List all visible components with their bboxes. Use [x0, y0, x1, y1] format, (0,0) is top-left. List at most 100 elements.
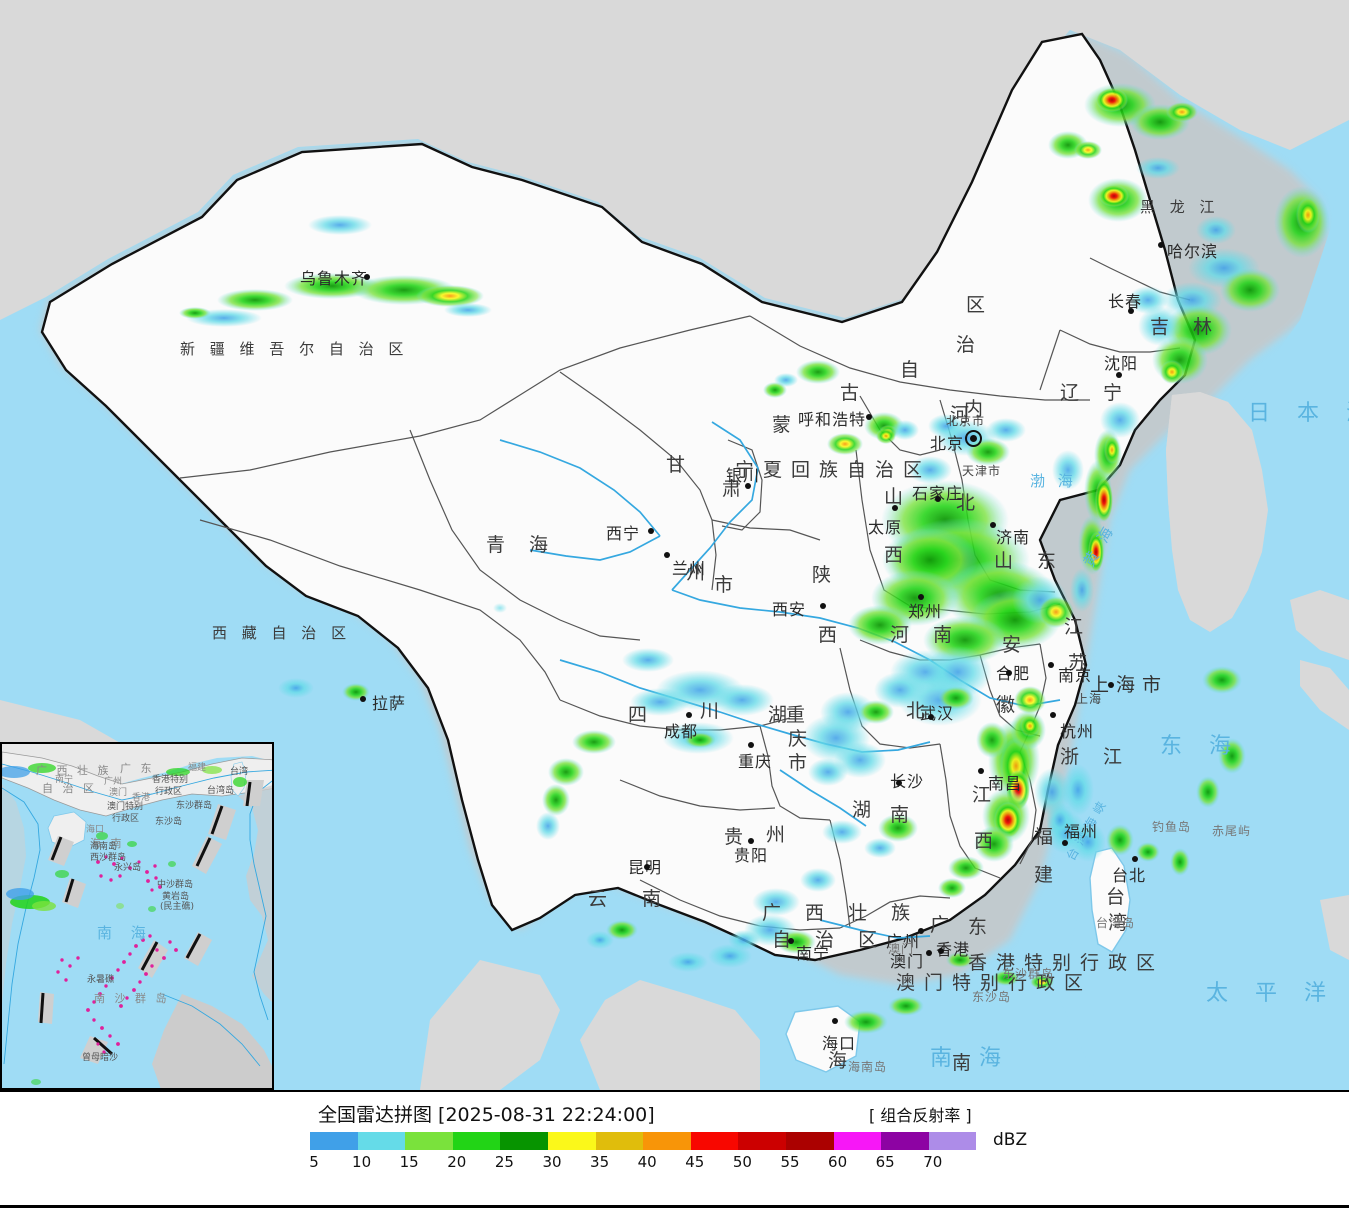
- city-label: 长春: [1108, 292, 1143, 311]
- city-dot-icon: [1062, 840, 1068, 846]
- city-dot-icon: [1108, 682, 1114, 688]
- city-label: 重庆: [738, 752, 773, 771]
- province-label: 肃: [722, 478, 751, 500]
- province-label: 西: [884, 544, 913, 566]
- inset-label: 东沙群岛: [176, 801, 213, 811]
- city-label: 西安: [772, 600, 807, 619]
- city-label: 哈尔滨: [1167, 242, 1219, 261]
- city-label: 天津市: [962, 464, 1002, 478]
- province-label: 海: [828, 1050, 857, 1072]
- city-dot-icon: [896, 780, 902, 786]
- city-dot-icon: [748, 838, 754, 844]
- radar-map-canvas[interactable]: 日 本 海东 海太 平 洋南 海黄 海渤 海台 湾 海 峡 新 疆 维 吾 尔 …: [0, 0, 1349, 1090]
- city-dot-icon: [686, 712, 692, 718]
- inset-label: 东沙岛: [155, 817, 183, 827]
- colorbar-tick: 50: [732, 1153, 752, 1171]
- province-label: 河 南: [890, 624, 962, 646]
- colorbar-swatch[interactable]: [785, 1132, 834, 1150]
- province-label: 湖: [768, 704, 797, 726]
- city-label: 乌鲁木齐: [300, 269, 369, 288]
- city-label: 沈阳: [1104, 354, 1139, 373]
- city-dot-icon: [360, 696, 366, 702]
- city-label: 济南: [996, 528, 1031, 547]
- province-label: 广: [930, 914, 959, 936]
- province-label: 陕: [812, 564, 841, 586]
- colorbar-swatch[interactable]: [595, 1132, 644, 1150]
- city-label: 郑州: [908, 602, 943, 621]
- city-dot-icon: [1132, 856, 1138, 862]
- inset-label: 香港特别: [152, 775, 189, 785]
- city-dot-icon: [990, 522, 996, 528]
- city-label: 南宁: [796, 944, 831, 963]
- inset-label: 西沙群岛: [90, 853, 127, 863]
- city-label: 合肥: [996, 664, 1031, 683]
- dbz-colorbar[interactable]: [310, 1132, 977, 1150]
- inset-label: 自 治 区: [42, 782, 97, 795]
- city-dot-icon: [644, 864, 650, 870]
- colorbar-tick: 5: [309, 1153, 319, 1171]
- sea-label: 太 平 洋: [1206, 981, 1336, 1006]
- colorbar-tick: 15: [399, 1153, 419, 1171]
- colorbar-swatch[interactable]: [357, 1132, 406, 1150]
- city-label: 南京: [1058, 666, 1093, 685]
- city-label: 呼和浩特: [798, 410, 867, 429]
- colorbar-swatch[interactable]: [738, 1132, 786, 1150]
- province-label: 徽: [996, 694, 1025, 716]
- province-label: 庆: [788, 728, 817, 750]
- colorbar-tick: 60: [828, 1153, 848, 1171]
- inset-label: 中沙群岛: [157, 880, 194, 890]
- city-label: 广州: [886, 932, 921, 951]
- colorbar-tick: 45: [685, 1153, 705, 1171]
- colorbar-swatch[interactable]: [452, 1132, 501, 1150]
- colorbar-swatch[interactable]: [405, 1132, 453, 1150]
- legend-product-type: [ 组合反射率 ]: [869, 1106, 972, 1125]
- colorbar-swatch[interactable]: [643, 1132, 691, 1150]
- colorbar-swatch[interactable]: [928, 1132, 977, 1150]
- city-label: 武汉: [920, 704, 955, 723]
- city-label: 贵阳: [734, 846, 769, 865]
- inset-label: 南 海: [97, 924, 153, 942]
- inset-label: 海南岛: [90, 842, 118, 852]
- inset-label: 福建: [188, 763, 207, 773]
- island-label: 钓鱼岛: [1152, 820, 1192, 834]
- colorbar-swatch[interactable]: [310, 1132, 358, 1150]
- province-label: 西 藏 自 治 区: [212, 624, 352, 642]
- city-dot-icon: [866, 414, 872, 420]
- colorbar-swatch[interactable]: [881, 1132, 929, 1150]
- city-label: 北京市: [946, 414, 986, 428]
- city-dot-icon: [928, 714, 934, 720]
- sea-label: 东 海: [1160, 734, 1241, 759]
- city-dot-icon: [1116, 372, 1122, 378]
- city-dot-icon: [788, 938, 794, 944]
- colorbar-swatch[interactable]: [500, 1132, 548, 1150]
- colorbar-swatch[interactable]: [833, 1132, 882, 1150]
- province-label: 自 治 区: [772, 929, 887, 951]
- province-label: 蒙: [772, 414, 801, 436]
- city-dot-icon: [820, 603, 826, 609]
- province-label: 湾: [1108, 912, 1137, 934]
- inset-label: 香港: [132, 793, 151, 803]
- province-label: 台: [1106, 886, 1135, 908]
- city-label: 上海: [1076, 692, 1103, 706]
- inset-label: 黄岩岛: [162, 892, 190, 902]
- dbz-tick-labels: 5 10 15 20 25 30 35 40 45 50 55 60 65 70: [309, 1153, 1030, 1173]
- south-china-sea-inset[interactable]: 南 海广 西 壮 族自 治 区广 东广州 南宁 香港 澳门 香港特别 行政区 澳门特别 行政区…: [0, 742, 274, 1090]
- colorbar-swatch[interactable]: [690, 1132, 739, 1150]
- province-label: 贵: [724, 826, 753, 848]
- colorbar-swatch[interactable]: [547, 1132, 596, 1150]
- province-label: 辽 宁: [1060, 382, 1132, 404]
- island-label: 东沙群岛: [1002, 967, 1055, 981]
- inset-label: 南 沙 群 岛: [94, 992, 170, 1005]
- city-label: 石家庄: [912, 484, 964, 503]
- province-label: 西: [974, 830, 1003, 852]
- city-dot-icon: [745, 483, 751, 489]
- island-label: 台湾岛: [1096, 916, 1136, 930]
- city-label: 澳门: [890, 952, 925, 971]
- colorbar-tick: 55: [780, 1153, 800, 1171]
- inset-label: 永暑礁: [87, 975, 115, 985]
- province-label: 澳门特别行政区: [896, 972, 1093, 994]
- city-label: 福州: [1064, 822, 1099, 841]
- province-label: 吉 林: [1150, 316, 1222, 338]
- city-dot-icon: [364, 274, 370, 280]
- province-label: 建: [1034, 864, 1063, 886]
